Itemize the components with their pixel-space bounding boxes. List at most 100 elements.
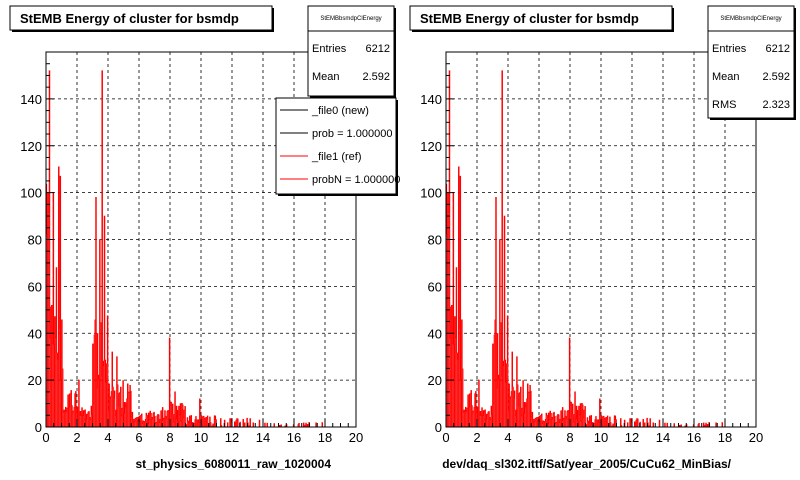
histogram-bar — [145, 413, 147, 427]
histogram-bar — [155, 423, 157, 427]
histogram-bar — [188, 422, 190, 427]
histogram-bar — [464, 411, 466, 427]
histogram-bar — [123, 413, 125, 427]
histogram-bar — [545, 419, 546, 427]
histogram-bar — [152, 413, 154, 427]
histogram-bar — [501, 70, 503, 427]
histogram-bar — [488, 411, 490, 427]
histogram-bar — [601, 424, 603, 427]
histogram-bar — [463, 409, 465, 427]
histogram-bar — [492, 343, 494, 427]
histogram-bar — [111, 391, 112, 427]
histogram-bar — [154, 416, 156, 427]
histogram-bar — [108, 410, 109, 427]
x-tick-label: 12 — [225, 430, 239, 445]
histogram-bar — [490, 406, 492, 427]
histogram-bar — [85, 419, 87, 427]
histogram-bar — [84, 409, 86, 427]
histogram-bar — [469, 394, 471, 427]
histogram-bar — [528, 392, 530, 427]
x-tick-label: 20 — [749, 430, 763, 445]
histogram-bar — [108, 383, 110, 427]
histogram-bar — [575, 418, 577, 427]
x-tick-label: 2 — [473, 430, 480, 445]
histogram-bar — [166, 418, 167, 427]
histogram-bar — [568, 418, 570, 427]
histogram-bar — [475, 391, 477, 427]
stats-value: 2.323 — [762, 99, 790, 111]
histogram-bar — [485, 419, 487, 427]
stats-box — [707, 5, 795, 119]
histogram-bar — [544, 421, 546, 427]
y-tick-label: 40 — [428, 326, 442, 341]
histogram-bar — [264, 423, 266, 427]
histogram-bar — [539, 421, 541, 427]
histogram-bar — [604, 425, 606, 427]
histogram-bar — [518, 393, 520, 427]
histogram-bar — [666, 423, 668, 427]
histogram-bar — [489, 417, 491, 427]
histogram-bar — [103, 361, 105, 427]
histogram-bar — [521, 408, 523, 427]
x-tick-label: 16 — [287, 430, 301, 445]
histogram-bar — [321, 422, 323, 427]
histogram-bar — [136, 417, 138, 427]
histogram-bar — [63, 412, 64, 427]
legend-box — [275, 97, 397, 195]
histogram-bar — [532, 422, 534, 427]
histogram-bar — [129, 385, 131, 427]
histogram-bar — [525, 402, 526, 427]
histogram-bar — [559, 419, 561, 427]
histogram-bar — [67, 394, 69, 427]
histogram-bar — [610, 422, 612, 427]
histogram-bar — [609, 416, 611, 427]
histogram-bar — [470, 393, 471, 427]
histogram-bar — [580, 403, 581, 427]
histogram-bar — [159, 422, 160, 427]
x-tick-label: 14 — [256, 430, 270, 445]
histogram-bar — [190, 415, 192, 427]
histogram-bar — [60, 378, 62, 427]
histogram-bar — [506, 363, 508, 427]
x-tick-label: 4 — [504, 430, 511, 445]
histogram-bar — [210, 422, 212, 427]
x-tick-label: 16 — [687, 430, 701, 445]
histogram-bar — [571, 414, 573, 427]
histogram-bar — [298, 423, 300, 427]
histogram-bar — [58, 166, 60, 427]
stats-value: 6212 — [766, 43, 790, 55]
histogram-bar — [564, 410, 566, 427]
histogram-bar — [305, 423, 307, 427]
y-tick-label: 40 — [28, 326, 42, 341]
histogram-bar — [553, 412, 555, 427]
histogram-bar — [517, 384, 519, 427]
histogram-bar — [121, 415, 122, 427]
histogram-bar — [315, 422, 317, 427]
x-axis-label: dev/daq_sl302.ittf/Sat/year_2005/CuCu62_… — [442, 457, 731, 471]
stats-label: Entries — [712, 43, 747, 55]
histogram-bar — [163, 418, 164, 427]
histogram-bar — [70, 393, 71, 427]
histogram-bar — [462, 369, 464, 427]
histogram-bar — [540, 415, 542, 427]
histogram-bar — [565, 416, 567, 427]
histogram-bar — [48, 212, 50, 427]
histogram-bar — [551, 419, 553, 427]
histogram-bar — [186, 424, 188, 427]
histogram-bar — [169, 337, 170, 427]
histogram-bar — [170, 405, 171, 427]
histogram-bar — [526, 398, 528, 427]
y-tick-label: 60 — [28, 279, 42, 294]
histogram-bar — [135, 418, 136, 427]
histogram-bar — [53, 344, 55, 427]
histogram-bar — [114, 390, 115, 427]
histogram-bar — [555, 423, 557, 427]
histogram-bar — [597, 425, 598, 427]
histogram-bar — [63, 409, 65, 427]
histogram-bar — [518, 405, 519, 427]
histogram-bar — [481, 407, 483, 427]
histogram-bar — [134, 421, 136, 427]
histogram-bar — [131, 416, 133, 427]
histogram-bar — [482, 415, 484, 427]
histogram-bar — [664, 423, 666, 427]
